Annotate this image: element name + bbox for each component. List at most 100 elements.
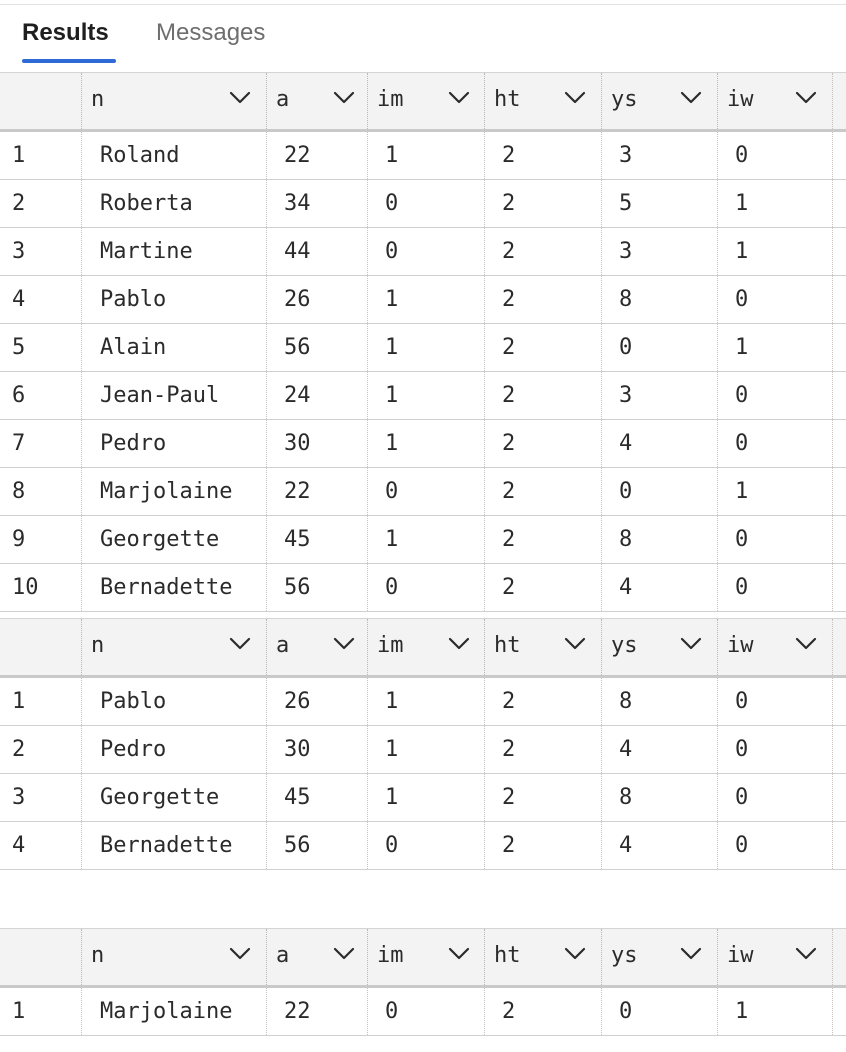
column-header-ht[interactable]: ht: [484, 73, 601, 129]
cell-n[interactable]: Bernadette: [81, 564, 266, 611]
cell-a[interactable]: 56: [266, 564, 367, 611]
chevron-down-icon[interactable]: [795, 947, 817, 961]
cell-im[interactable]: 0: [367, 180, 484, 227]
cell-im[interactable]: 0: [367, 564, 484, 611]
column-header-im[interactable]: im: [367, 73, 484, 129]
cell-iw[interactable]: 1: [717, 324, 832, 371]
chevron-down-icon[interactable]: [333, 947, 355, 961]
cell-n[interactable]: Pedro: [81, 420, 266, 467]
cell-ys[interactable]: 0: [601, 468, 717, 515]
chevron-down-icon[interactable]: [680, 637, 702, 651]
column-header-ys[interactable]: ys: [601, 619, 717, 675]
table-row[interactable]: 4 Bernadette 56 0 2 4 0: [0, 822, 846, 870]
column-header-n[interactable]: n: [81, 73, 266, 129]
cell-ht[interactable]: 2: [484, 678, 601, 725]
cell-a[interactable]: 26: [266, 678, 367, 725]
cell-n[interactable]: Pablo: [81, 276, 266, 323]
cell-ht[interactable]: 2: [484, 564, 601, 611]
cell-ys[interactable]: 4: [601, 420, 717, 467]
cell-a[interactable]: 45: [266, 516, 367, 563]
chevron-down-icon[interactable]: [448, 637, 470, 651]
chevron-down-icon[interactable]: [795, 637, 817, 651]
column-header-im[interactable]: im: [367, 619, 484, 675]
column-header-a[interactable]: a: [266, 929, 367, 985]
cell-ht[interactable]: 2: [484, 276, 601, 323]
cell-ht[interactable]: 2: [484, 774, 601, 821]
column-header-ys[interactable]: ys: [601, 73, 717, 129]
cell-n[interactable]: Roberta: [81, 180, 266, 227]
cell-a[interactable]: 22: [266, 468, 367, 515]
cell-n[interactable]: Martine: [81, 228, 266, 275]
cell-ys[interactable]: 0: [601, 324, 717, 371]
chevron-down-icon[interactable]: [333, 91, 355, 105]
chevron-down-icon[interactable]: [333, 637, 355, 651]
cell-n[interactable]: Marjolaine: [81, 988, 266, 1035]
cell-ht[interactable]: 2: [484, 516, 601, 563]
chevron-down-icon[interactable]: [448, 947, 470, 961]
cell-a[interactable]: 26: [266, 276, 367, 323]
cell-n[interactable]: Roland: [81, 132, 266, 179]
column-header-iw[interactable]: iw: [717, 929, 832, 985]
table-row[interactable]: 1 Roland 22 1 2 3 0: [0, 132, 846, 180]
table-row[interactable]: 4 Pablo 26 1 2 8 0: [0, 276, 846, 324]
table-row[interactable]: 6 Jean-Paul 24 1 2 3 0: [0, 372, 846, 420]
cell-ht[interactable]: 2: [484, 324, 601, 371]
cell-iw[interactable]: 0: [717, 132, 832, 179]
chevron-down-icon[interactable]: [564, 947, 586, 961]
chevron-down-icon[interactable]: [564, 637, 586, 651]
cell-im[interactable]: 1: [367, 420, 484, 467]
cell-ys[interactable]: 3: [601, 228, 717, 275]
cell-ht[interactable]: 2: [484, 420, 601, 467]
cell-im[interactable]: 1: [367, 372, 484, 419]
table-row[interactable]: 7 Pedro 30 1 2 4 0: [0, 420, 846, 468]
cell-n[interactable]: Georgette: [81, 774, 266, 821]
column-header-ys[interactable]: ys: [601, 929, 717, 985]
cell-im[interactable]: 1: [367, 774, 484, 821]
cell-a[interactable]: 56: [266, 822, 367, 869]
column-header-n[interactable]: n: [81, 929, 266, 985]
tab-results[interactable]: Results: [22, 19, 109, 46]
cell-iw[interactable]: 1: [717, 988, 832, 1035]
column-header-im[interactable]: im: [367, 929, 484, 985]
cell-im[interactable]: 1: [367, 678, 484, 725]
cell-iw[interactable]: 0: [717, 774, 832, 821]
cell-iw[interactable]: 0: [717, 564, 832, 611]
table-row[interactable]: 5 Alain 56 1 2 0 1: [0, 324, 846, 372]
table-row[interactable]: 2 Roberta 34 0 2 5 1: [0, 180, 846, 228]
cell-ys[interactable]: 8: [601, 678, 717, 725]
column-header-ht[interactable]: ht: [484, 619, 601, 675]
chevron-down-icon[interactable]: [229, 91, 251, 105]
cell-n[interactable]: Georgette: [81, 516, 266, 563]
column-header-a[interactable]: a: [266, 619, 367, 675]
chevron-down-icon[interactable]: [229, 947, 251, 961]
cell-ht[interactable]: 2: [484, 180, 601, 227]
cell-a[interactable]: 34: [266, 180, 367, 227]
cell-iw[interactable]: 1: [717, 468, 832, 515]
cell-a[interactable]: 30: [266, 726, 367, 773]
cell-a[interactable]: 24: [266, 372, 367, 419]
cell-ht[interactable]: 2: [484, 468, 601, 515]
cell-iw[interactable]: 1: [717, 180, 832, 227]
cell-im[interactable]: 0: [367, 822, 484, 869]
table-row[interactable]: 3 Martine 44 0 2 3 1: [0, 228, 846, 276]
cell-iw[interactable]: 0: [717, 372, 832, 419]
cell-ht[interactable]: 2: [484, 726, 601, 773]
cell-n[interactable]: Pedro: [81, 726, 266, 773]
cell-ht[interactable]: 2: [484, 228, 601, 275]
cell-ys[interactable]: 3: [601, 372, 717, 419]
cell-iw[interactable]: 0: [717, 678, 832, 725]
cell-n[interactable]: Jean-Paul: [81, 372, 266, 419]
cell-ht[interactable]: 2: [484, 132, 601, 179]
cell-ys[interactable]: 8: [601, 516, 717, 563]
column-header-iw[interactable]: iw: [717, 619, 832, 675]
cell-ys[interactable]: 3: [601, 132, 717, 179]
cell-im[interactable]: 1: [367, 516, 484, 563]
tab-messages[interactable]: Messages: [156, 19, 266, 46]
cell-iw[interactable]: 0: [717, 726, 832, 773]
chevron-down-icon[interactable]: [680, 91, 702, 105]
table-row[interactable]: 2 Pedro 30 1 2 4 0: [0, 726, 846, 774]
cell-im[interactable]: 1: [367, 726, 484, 773]
cell-ys[interactable]: 0: [601, 988, 717, 1035]
cell-im[interactable]: 0: [367, 988, 484, 1035]
cell-ys[interactable]: 4: [601, 822, 717, 869]
